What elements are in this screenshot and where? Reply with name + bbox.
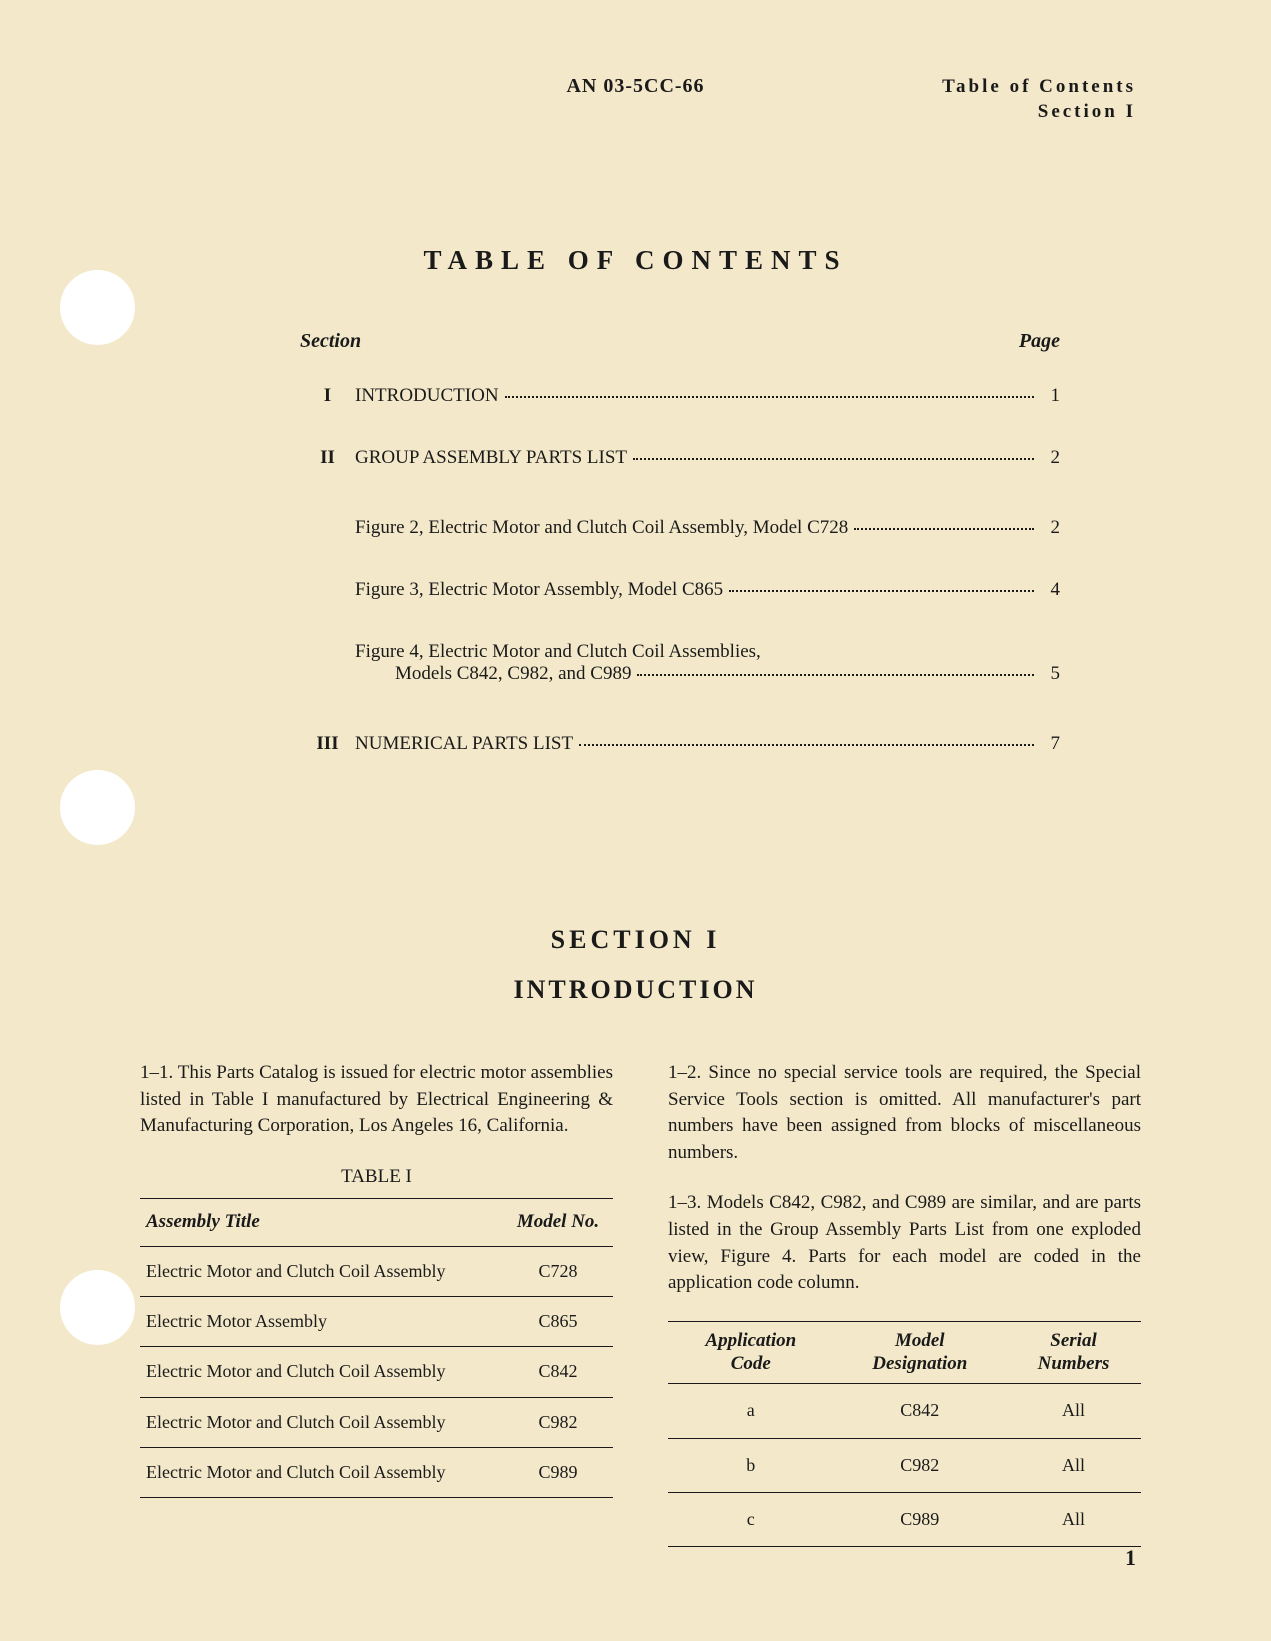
toc-entry-page: 5	[1040, 663, 1060, 685]
toc-col-page: Page	[1019, 330, 1060, 353]
toc-leader-dots	[579, 743, 1034, 746]
table1-label: TABLE I	[140, 1164, 613, 1191]
table2-cell-serial: All	[1006, 1492, 1141, 1546]
table2-cell-code: c	[668, 1492, 834, 1546]
toc-entry-title: INTRODUCTION	[355, 385, 499, 407]
table-1: Assembly Title Model No. Electric Motor …	[140, 1198, 613, 1498]
table2-cell-serial: All	[1006, 1384, 1141, 1438]
page-header: AN 03-5CC-66 Table of Contents Section I	[0, 75, 1271, 98]
paragraph-1-1: 1–1. This Parts Catalog is issued for el…	[140, 1060, 613, 1140]
toc-entry-page: 2	[1040, 447, 1060, 469]
toc-section-num: III	[300, 733, 355, 755]
table-row: Electric Motor and Clutch Coil Assembly …	[140, 1397, 613, 1447]
table1-cell-model: C728	[503, 1246, 613, 1296]
table1-col-model: Model No.	[503, 1199, 613, 1247]
toc-section-num: I	[300, 385, 355, 407]
toc-entry-title: GROUP ASSEMBLY PARTS LIST	[355, 447, 627, 469]
right-column: 1–2. Since no special service tools are …	[668, 1060, 1141, 1547]
table-row: c C989 All	[668, 1492, 1141, 1546]
toc-entry-page: 7	[1040, 733, 1060, 755]
table1-col-title: Assembly Title	[140, 1199, 503, 1247]
body-columns: 1–1. This Parts Catalog is issued for el…	[140, 1060, 1141, 1547]
section-subheading: INTRODUCTION	[0, 975, 1271, 1005]
table2-col1-l2: Code	[731, 1353, 771, 1374]
table2-cell-model: C989	[834, 1492, 1006, 1546]
table-row: Electric Motor and Clutch Coil Assembly …	[140, 1347, 613, 1397]
toc-entry-line2: Models C842, C982, and C989	[355, 663, 631, 685]
table-row: Electric Motor Assembly C865	[140, 1297, 613, 1347]
table2-col-serial: Serial Numbers	[1006, 1321, 1141, 1384]
punch-hole	[60, 270, 135, 345]
table-header-row: Assembly Title Model No.	[140, 1199, 613, 1247]
table1-cell-title: Electric Motor Assembly	[140, 1297, 503, 1347]
table-row: b C982 All	[668, 1438, 1141, 1492]
punch-hole	[60, 1270, 135, 1345]
table-2: Application Code Model Designation Seria…	[668, 1321, 1141, 1547]
table2-col3-l2: Numbers	[1038, 1353, 1110, 1374]
paragraph-1-3: 1–3. Models C842, C982, and C989 are sim…	[668, 1190, 1141, 1296]
toc-multiline: Figure 4, Electric Motor and Clutch Coil…	[355, 641, 1060, 685]
header-right-line1: Table of Contents	[942, 75, 1136, 100]
toc-row: III NUMERICAL PARTS LIST 7	[300, 733, 1060, 755]
toc-entry-line1: Figure 4, Electric Motor and Clutch Coil…	[355, 641, 1060, 663]
table-row: Electric Motor and Clutch Coil Assembly …	[140, 1246, 613, 1296]
table-header-row: Application Code Model Designation Seria…	[668, 1321, 1141, 1384]
toc-row: Figure 2, Electric Motor and Clutch Coil…	[300, 517, 1060, 539]
toc-container: Section Page I INTRODUCTION 1 II GROUP A…	[300, 330, 1060, 795]
table1-cell-model: C989	[503, 1447, 613, 1497]
toc-entry-page: 4	[1040, 579, 1060, 601]
toc-leader-dots	[505, 395, 1034, 398]
toc-entry-page: 1	[1040, 385, 1060, 407]
table2-cell-code: b	[668, 1438, 834, 1492]
toc-row: I INTRODUCTION 1	[300, 385, 1060, 407]
table2-col2-l1: Model	[895, 1330, 945, 1351]
table1-cell-title: Electric Motor and Clutch Coil Assembly	[140, 1397, 503, 1447]
page: AN 03-5CC-66 Table of Contents Section I…	[0, 0, 1271, 1641]
table1-cell-model: C982	[503, 1397, 613, 1447]
table2-col2-l2: Designation	[872, 1353, 967, 1374]
toc-header-row: Section Page	[300, 330, 1060, 353]
table2-cell-code: a	[668, 1384, 834, 1438]
table2-cell-serial: All	[1006, 1438, 1141, 1492]
paragraph-1-2: 1–2. Since no special service tools are …	[668, 1060, 1141, 1166]
toc-leader-dots	[637, 673, 1034, 676]
table2-col3-l1: Serial	[1050, 1330, 1096, 1351]
table1-cell-title: Electric Motor and Clutch Coil Assembly	[140, 1246, 503, 1296]
table-row: a C842 All	[668, 1384, 1141, 1438]
toc-entry-title: Figure 3, Electric Motor Assembly, Model…	[355, 579, 723, 601]
table2-cell-model: C842	[834, 1384, 1006, 1438]
header-right: Table of Contents Section I	[942, 75, 1136, 124]
left-column: 1–1. This Parts Catalog is issued for el…	[140, 1060, 613, 1547]
toc-row: Figure 3, Electric Motor Assembly, Model…	[300, 579, 1060, 601]
toc-leader-dots	[854, 527, 1034, 530]
toc-section-num: II	[300, 447, 355, 469]
toc-leader-dots	[729, 589, 1034, 592]
table2-col1-l1: Application	[705, 1330, 796, 1351]
toc-title: TABLE OF CONTENTS	[0, 245, 1271, 276]
section-heading: SECTION I	[0, 925, 1271, 955]
table2-cell-model: C982	[834, 1438, 1006, 1492]
page-number: 1	[1125, 1545, 1136, 1571]
toc-entry-title: NUMERICAL PARTS LIST	[355, 733, 573, 755]
table-row: Electric Motor and Clutch Coil Assembly …	[140, 1447, 613, 1497]
toc-leader-dots	[633, 457, 1034, 460]
table1-cell-model: C842	[503, 1347, 613, 1397]
toc-row: II GROUP ASSEMBLY PARTS LIST 2	[300, 447, 1060, 469]
toc-row: Figure 4, Electric Motor and Clutch Coil…	[300, 641, 1060, 685]
table1-cell-model: C865	[503, 1297, 613, 1347]
table2-col-code: Application Code	[668, 1321, 834, 1384]
header-right-line2: Section I	[942, 100, 1136, 125]
toc-entry-title: Figure 2, Electric Motor and Clutch Coil…	[355, 517, 848, 539]
toc-col-section: Section	[300, 330, 361, 353]
punch-hole	[60, 770, 135, 845]
table1-cell-title: Electric Motor and Clutch Coil Assembly	[140, 1447, 503, 1497]
table1-cell-title: Electric Motor and Clutch Coil Assembly	[140, 1347, 503, 1397]
table2-col-model: Model Designation	[834, 1321, 1006, 1384]
toc-entry-page: 2	[1040, 517, 1060, 539]
